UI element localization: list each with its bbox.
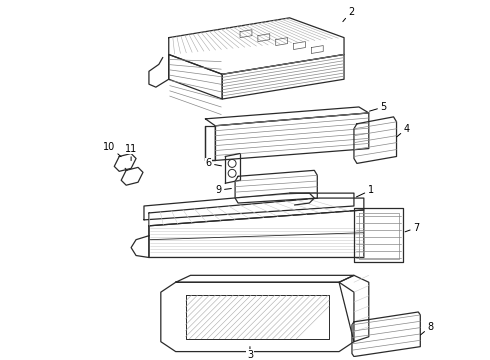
Text: 4: 4 bbox=[397, 124, 410, 137]
Text: 3: 3 bbox=[247, 347, 253, 360]
Text: 1: 1 bbox=[356, 185, 374, 197]
Text: 10: 10 bbox=[103, 141, 121, 157]
Text: 9: 9 bbox=[215, 185, 231, 195]
Text: 11: 11 bbox=[125, 144, 137, 161]
Text: 7: 7 bbox=[405, 223, 419, 233]
Text: 6: 6 bbox=[205, 158, 221, 168]
Text: 8: 8 bbox=[420, 322, 433, 335]
Text: 2: 2 bbox=[343, 7, 354, 22]
Text: 5: 5 bbox=[369, 102, 387, 112]
